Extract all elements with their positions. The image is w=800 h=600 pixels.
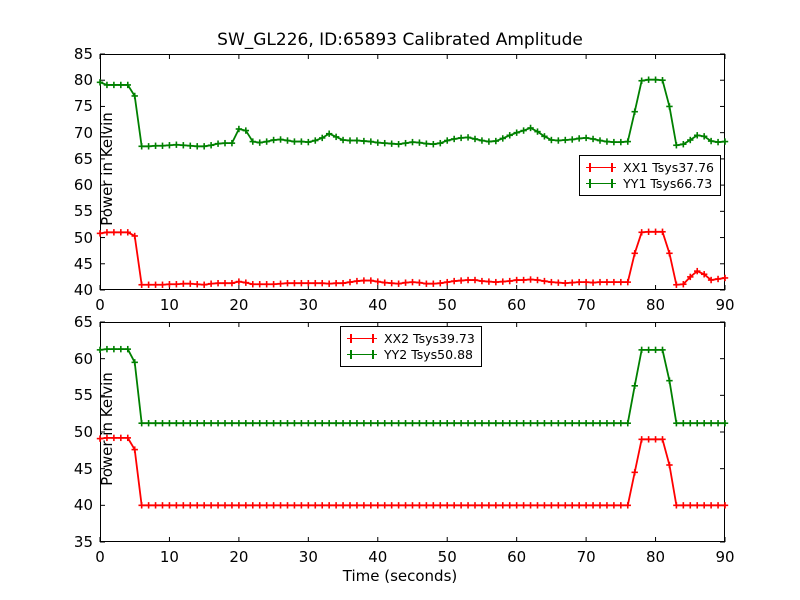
legend-line-swatch-red: [586, 162, 616, 173]
y-tick-label: 85: [74, 45, 93, 63]
y-tick-label: 50: [74, 229, 93, 247]
x-tick-label: 50: [438, 296, 457, 314]
page-title: SW_GL226, ID:65893 Calibrated Amplitude: [0, 30, 800, 50]
y-tick-label: 45: [74, 255, 93, 273]
x-tick-label: 20: [229, 548, 248, 566]
bottom-y-axis-label: Power in Kelvin: [98, 329, 116, 529]
legend-label-yy2: YY2 Tsys50.88: [384, 347, 473, 362]
x-tick-label: 0: [95, 296, 105, 314]
y-tick-label: 70: [74, 124, 93, 142]
x-tick-label: 40: [368, 548, 387, 566]
legend-item-xx2[interactable]: XX2 Tsys39.73: [347, 330, 475, 346]
x-tick-label: 80: [646, 296, 665, 314]
y-tick-label: 60: [74, 350, 93, 368]
x-tick-label: 0: [95, 548, 105, 566]
legend-label-xx2: XX2 Tsys39.73: [384, 331, 475, 346]
top-legend[interactable]: XX1 Tsys37.76 YY1 Tsys66.73: [579, 155, 721, 196]
legend-line-swatch-green: [347, 349, 377, 360]
x-tick-label: 40: [368, 296, 387, 314]
x-tick-label: 70: [577, 548, 596, 566]
x-tick-label: 50: [438, 548, 457, 566]
x-axis-label: Time (seconds): [0, 567, 800, 585]
x-tick-label: 90: [715, 296, 734, 314]
y-tick-label: 65: [74, 150, 93, 168]
y-tick-label: 50: [74, 423, 93, 441]
y-tick-label: 55: [74, 202, 93, 220]
figure-canvas: SW_GL226, ID:65893 Calibrated Amplitude …: [0, 0, 800, 600]
legend-label-yy1: YY1 Tsys66.73: [623, 176, 712, 191]
legend-line-swatch-red: [347, 333, 377, 344]
legend-item-xx1[interactable]: XX1 Tsys37.76: [586, 159, 714, 175]
y-tick-label: 40: [74, 496, 93, 514]
bottom-plot-axes: 35404550556065 0102030405060708090 Power…: [100, 322, 725, 542]
legend-label-xx1: XX1 Tsys37.76: [623, 160, 714, 175]
x-tick-label: 60: [507, 296, 526, 314]
x-tick-label: 30: [299, 296, 318, 314]
y-tick-label: 40: [74, 281, 93, 299]
y-tick-label: 55: [74, 386, 93, 404]
x-tick-label: 30: [299, 548, 318, 566]
x-tick-label: 10: [160, 548, 179, 566]
y-tick-label: 75: [74, 97, 93, 115]
y-tick-label: 35: [74, 533, 93, 551]
y-tick-label: 80: [74, 71, 93, 89]
x-tick-label: 60: [507, 548, 526, 566]
legend-item-yy2[interactable]: YY2 Tsys50.88: [347, 346, 475, 362]
top-y-axis-label: Power in Kelvin: [98, 69, 116, 269]
x-tick-label: 10: [160, 296, 179, 314]
x-tick-label: 80: [646, 548, 665, 566]
x-tick-label: 70: [577, 296, 596, 314]
bottom-legend[interactable]: XX2 Tsys39.73 YY2 Tsys50.88: [340, 326, 482, 367]
top-plot-axes: 40455055606570758085 0102030405060708090…: [100, 54, 725, 290]
legend-item-yy1[interactable]: YY1 Tsys66.73: [586, 175, 714, 191]
legend-line-swatch-green: [586, 178, 616, 189]
y-tick-label: 45: [74, 460, 93, 478]
x-tick-label: 90: [715, 548, 734, 566]
y-tick-label: 65: [74, 313, 93, 331]
y-tick-label: 60: [74, 176, 93, 194]
x-tick-label: 20: [229, 296, 248, 314]
